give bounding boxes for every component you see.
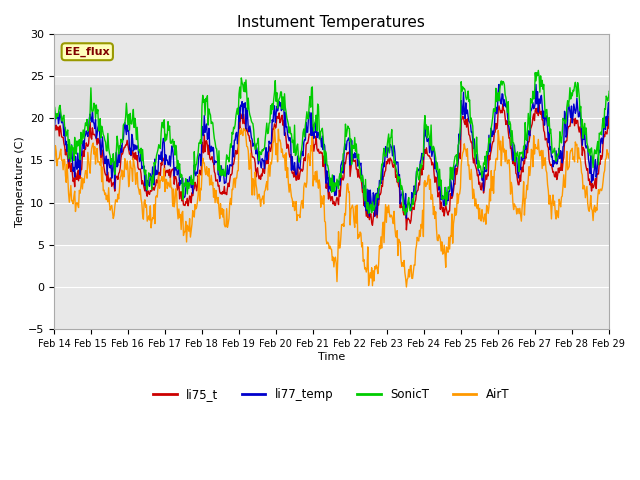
AirT [446,246,454,252]
li77_temp [411,184,419,190]
li77_temp [495,82,503,87]
li77_temp [120,137,127,143]
li75_t [50,120,58,126]
Bar [54,84,609,245]
Line: SonicT: SonicT [54,71,640,245]
SonicT [120,122,127,128]
AirT [281,152,289,158]
Title: Instument Temperatures: Instument Temperatures [237,15,425,30]
Line: li75_t: li75_t [54,104,640,270]
Text: EE_flux: EE_flux [65,47,109,57]
Legend: li75_t, li77_temp, SonicT, AirT: li75_t, li77_temp, SonicT, AirT [148,384,514,406]
Line: li77_temp: li77_temp [54,84,640,262]
AirT [50,159,58,165]
Y-axis label: Temperature (C): Temperature (C) [15,136,25,227]
AirT [257,196,265,202]
SonicT [534,68,542,73]
li77_temp [257,165,265,171]
li75_t [257,171,265,177]
SonicT [444,184,452,190]
li77_temp [444,198,452,204]
AirT [403,284,410,290]
SonicT [228,130,236,135]
li77_temp [50,113,58,119]
SonicT [411,191,419,197]
SonicT [50,112,58,118]
AirT [120,168,127,174]
li77_temp [228,162,236,168]
li75_t [228,170,236,176]
li75_t [120,148,127,154]
li75_t [444,212,452,218]
SonicT [257,152,265,157]
Line: AirT: AirT [54,128,640,287]
li77_temp [280,98,287,104]
AirT [413,243,420,249]
AirT [271,125,278,131]
SonicT [280,108,287,113]
X-axis label: Time: Time [317,351,345,361]
li75_t [280,118,287,124]
li75_t [411,199,419,205]
AirT [228,186,236,192]
li75_t [499,101,507,107]
